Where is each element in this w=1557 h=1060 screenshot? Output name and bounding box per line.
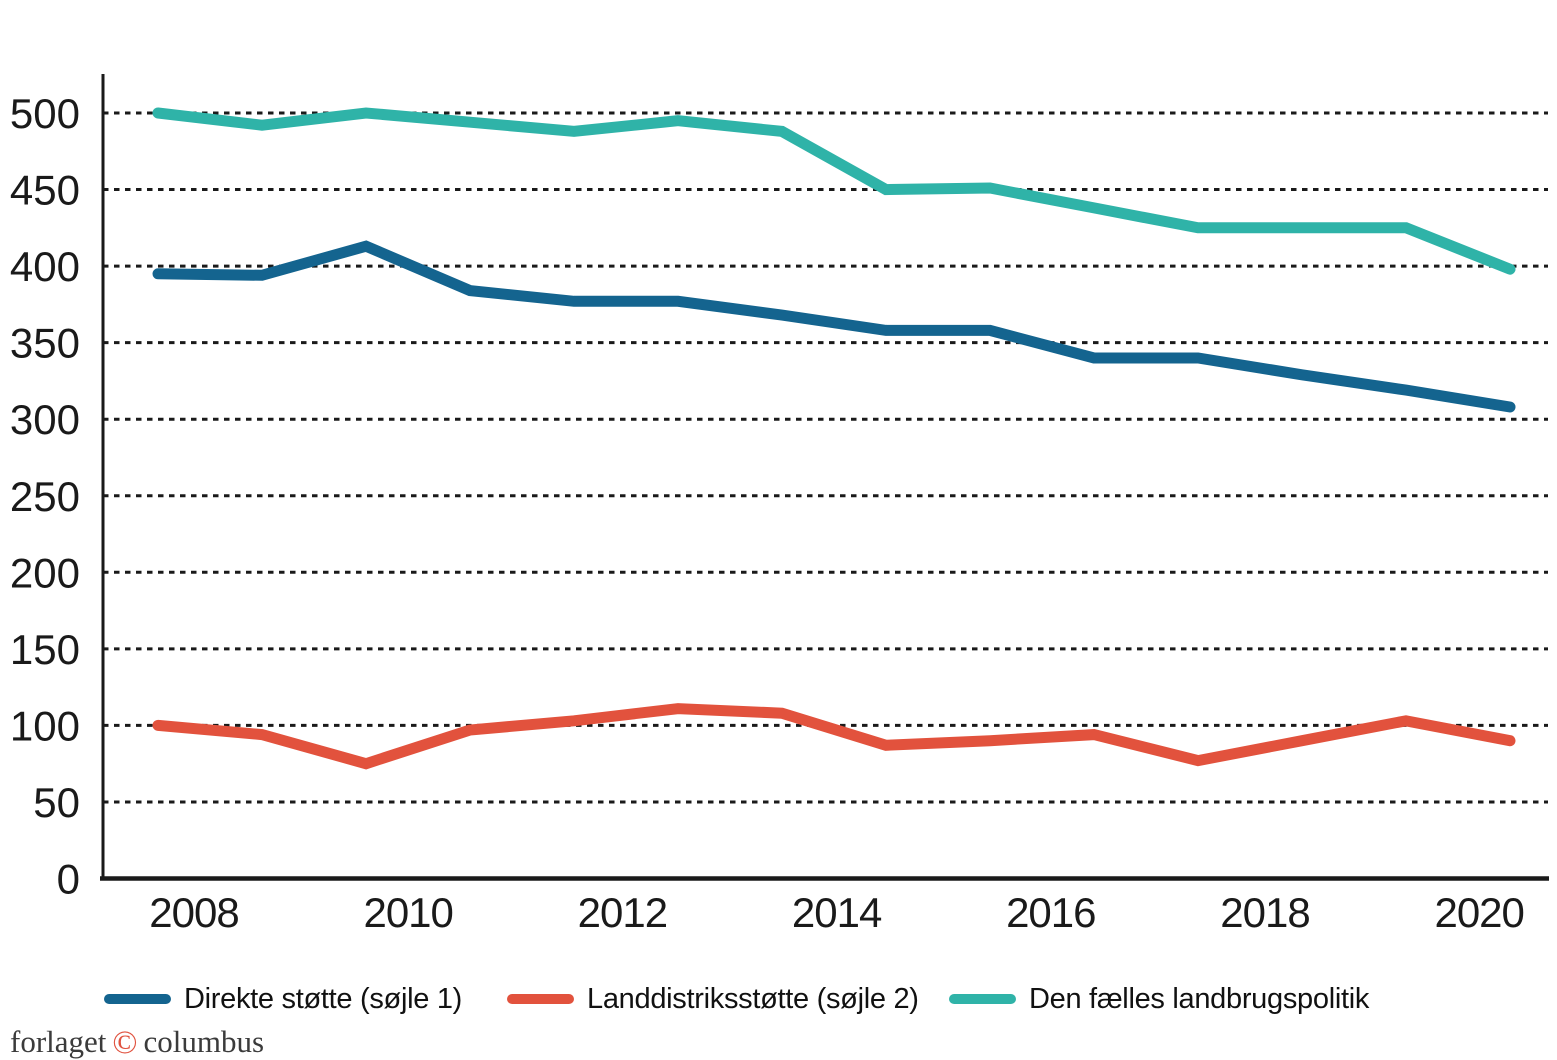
y-axis-label: 50: [33, 779, 80, 826]
gridlines: [103, 111, 1548, 804]
legend-label-direkte-stotte: Direkte støtte (søjle 1): [184, 982, 463, 1015]
series-line-0: [152, 240, 1516, 413]
axes: [100, 74, 1549, 881]
legend-item-faelles-landbrugspolitik: Den fælles landbrugspolitik: [949, 982, 1369, 1016]
y-axis-label: 100: [10, 702, 80, 749]
y-axis-label: 150: [10, 626, 80, 673]
legend-swatch-direkte-stotte: [104, 994, 171, 1004]
y-axis-label: 300: [10, 396, 80, 443]
y-axis-label: 500: [10, 90, 80, 137]
copyright-icon: ©: [112, 1025, 138, 1060]
legend-swatch-faelles-landbrugspolitik: [949, 994, 1016, 1004]
x-axis-label: 2010: [363, 889, 452, 936]
y-axis-label: 0: [57, 856, 80, 903]
y-axis-label: 200: [10, 549, 80, 596]
series-line-1: [152, 703, 1516, 770]
x-axis-label: 2012: [578, 889, 667, 936]
y-axis-labels: 0 50 100 150 200 250 300 350 400 450 500: [10, 90, 80, 903]
x-axis-label: 2020: [1434, 889, 1523, 936]
y-axis-label: 350: [10, 320, 80, 367]
y-axis-label: 450: [10, 167, 80, 214]
legend-swatch-landdistriksstotte: [507, 994, 574, 1004]
x-axis-label: 2016: [1006, 889, 1095, 936]
legend-label-faelles-landbrugspolitik: Den fælles landbrugspolitik: [1029, 982, 1370, 1015]
series-lines: [152, 107, 1516, 770]
x-axis-label: 2018: [1220, 889, 1309, 936]
publisher-name: columbus: [143, 1024, 265, 1059]
legend-label-landdistriksstotte: Landdistriksstøtte (søjle 2): [587, 982, 919, 1015]
legend: Direkte støtte (søjle 1) Landdistriksstø…: [0, 982, 1557, 1016]
legend-item-landdistriksstotte: Landdistriksstøtte (søjle 2): [507, 982, 919, 1016]
y-axis-label: 250: [10, 473, 80, 520]
y-axis-label: 400: [10, 243, 80, 290]
publisher-logo: forlaget © columbus: [10, 1024, 264, 1060]
x-axis-labels: 2008 2010 2012 2014 2016 2018 2020: [149, 889, 1525, 936]
series-line-2: [152, 107, 1516, 275]
x-axis-label: 2008: [149, 889, 238, 936]
x-axis-label: 2014: [792, 889, 882, 936]
legend-item-direkte-stotte: Direkte støtte (søjle 1): [104, 982, 462, 1016]
publisher-prefix: forlaget: [10, 1024, 107, 1059]
